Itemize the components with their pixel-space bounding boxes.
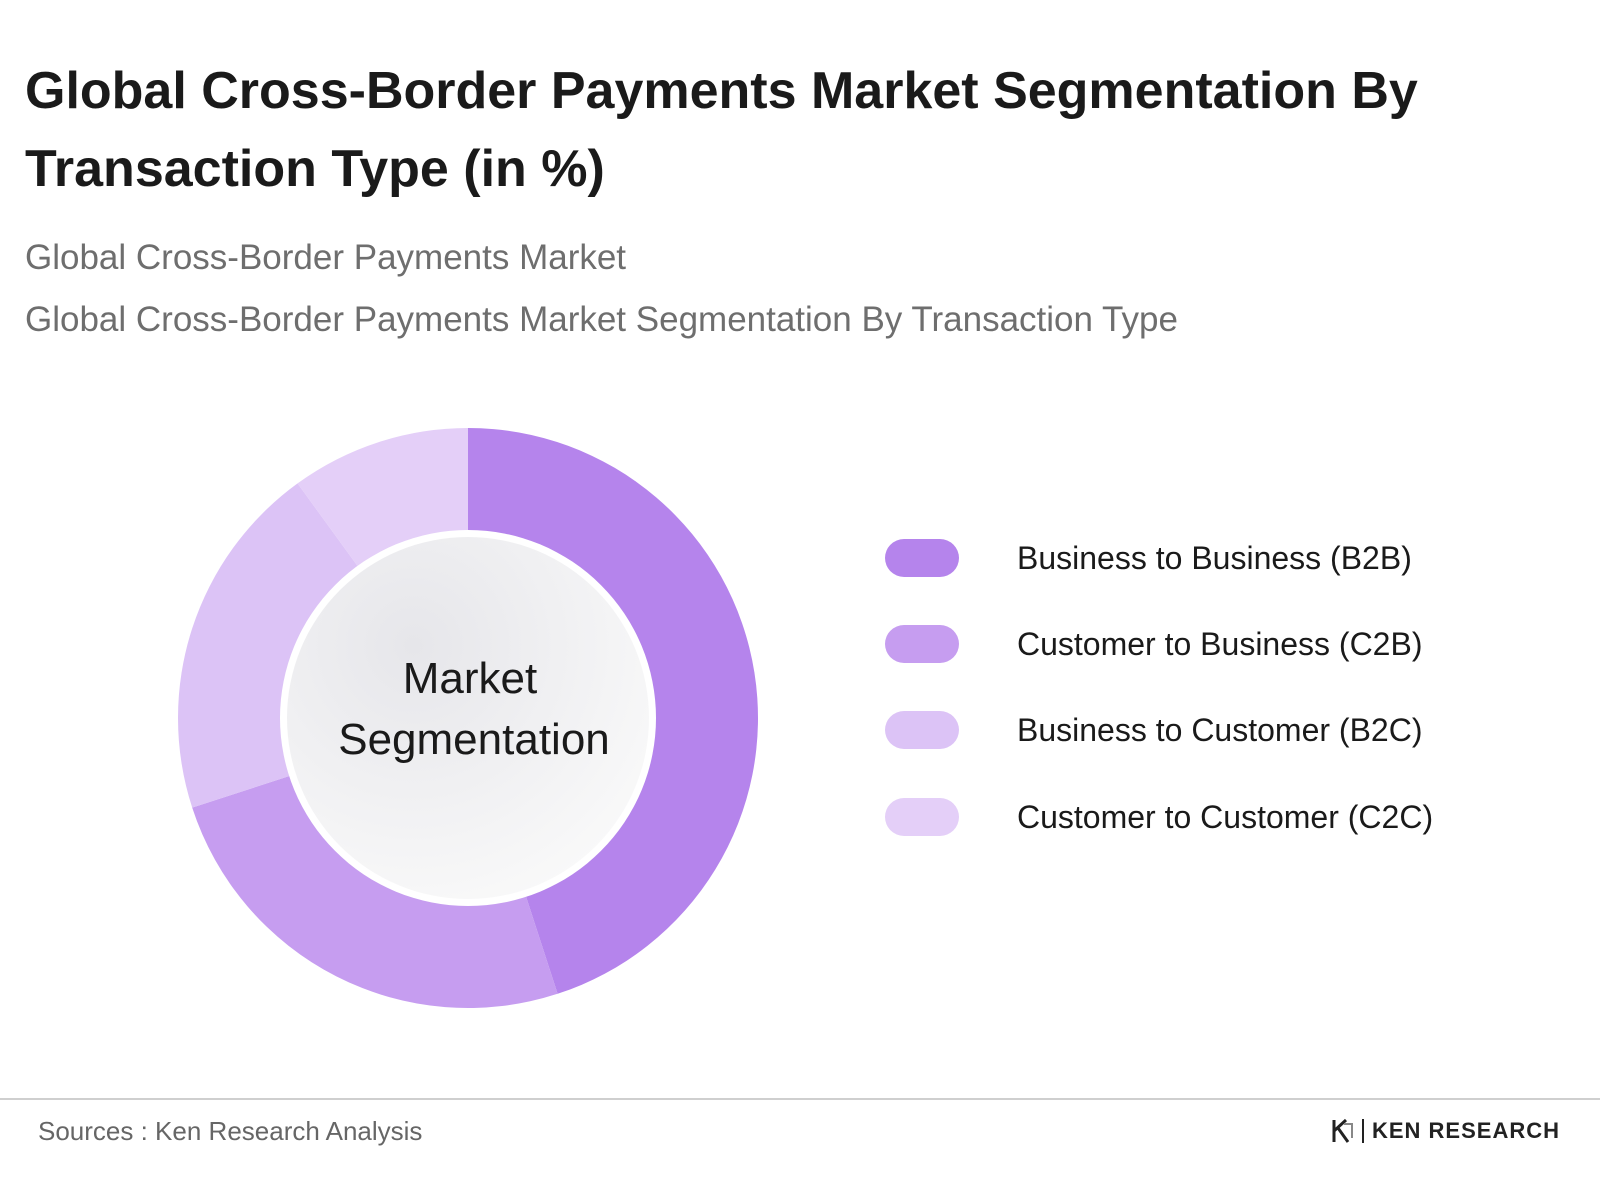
legend-swatch-b2b: [885, 539, 959, 577]
legend-item-c2b: Customer to Business (C2B): [885, 624, 1545, 664]
chart-title: Global Cross-Border Payments Market Segm…: [25, 62, 1418, 198]
footer-divider: [0, 1098, 1600, 1100]
legend-label-b2b: Business to Business (B2B): [1017, 539, 1412, 576]
source-note: Sources : Ken Research Analysis: [38, 1116, 423, 1146]
center-label-line-1: Market: [403, 654, 537, 703]
ken-research-logo-icon: [1332, 1118, 1353, 1143]
brand-name: KEN RESEARCH: [1371, 1118, 1560, 1143]
legend-label-c2c: Customer to Customer (C2C): [1017, 798, 1434, 835]
legend-item-b2c: Business to Customer (B2C): [885, 710, 1545, 750]
chart-subtitle-segmentation: Global Cross-Border Payments Market Segm…: [25, 300, 1178, 339]
legend-swatch-b2c: [885, 711, 959, 749]
legend-swatch-c2b: [885, 625, 959, 663]
donut-chart: Market Segmentation: [178, 428, 759, 1008]
legend-label-c2b: Customer to Business (C2B): [1017, 625, 1423, 662]
legend-swatch-c2c: [885, 798, 959, 836]
legend-label-b2c: Business to Customer (B2C): [1017, 711, 1423, 748]
brand-separator: [1361, 1119, 1364, 1143]
donut-hole: [287, 537, 649, 899]
donut-slice-c2b: [192, 755, 558, 1008]
legend-item-c2c: Customer to Customer (C2C): [885, 797, 1545, 837]
legend-item-b2b: Business to Business (B2B): [885, 538, 1545, 578]
center-label-line-2: Segmentation: [338, 715, 610, 764]
brand-logo: KEN RESEARCH: [1332, 1118, 1560, 1144]
chart-subtitle-market: Global Cross-Border Payments Market: [25, 238, 627, 277]
